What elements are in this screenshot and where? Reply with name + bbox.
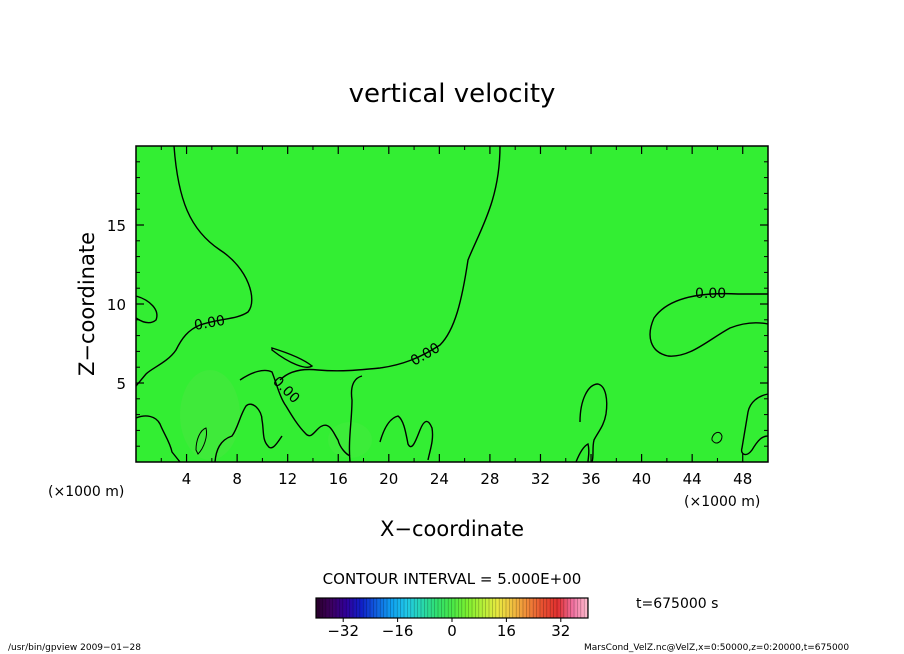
- x-tick-label: 4: [182, 470, 192, 488]
- contour-line: [579, 383, 608, 463]
- x-tick-label: 8: [232, 470, 242, 488]
- contour-line: [195, 427, 207, 455]
- x-unit-right: (×1000 m): [684, 494, 760, 510]
- x-tick-label: 20: [379, 470, 398, 488]
- footer-left: /usr/bin/gpview 2009−01−28: [8, 643, 141, 653]
- x-tick-label: 24: [430, 470, 449, 488]
- contour-line: [271, 347, 314, 368]
- contour-lines: [135, 145, 769, 463]
- x-tick-label: 36: [581, 470, 600, 488]
- y-axis-label: Z−coordinate: [75, 232, 99, 376]
- colorbar-tick-label: 16: [497, 622, 516, 640]
- footer-right: MarsCond_VelZ.nc@VelZ,x=0:50000,z=0:2000…: [584, 643, 849, 653]
- contour-line: [379, 415, 434, 461]
- contour-line: [279, 145, 501, 381]
- contour-line: [740, 393, 769, 456]
- contour-label: 0.00: [193, 313, 226, 334]
- x-axis-label: X−coordinate: [380, 517, 524, 541]
- contour-line: [135, 415, 181, 463]
- x-tick-label: 16: [329, 470, 348, 488]
- y-tick-label: 5: [116, 375, 126, 393]
- chart-title: vertical velocity: [349, 79, 556, 109]
- colorbar-tick-label: 0: [447, 622, 457, 640]
- x-tick-label: 12: [278, 470, 297, 488]
- y-tick-label: 10: [107, 296, 126, 314]
- contour-interval: CONTOUR INTERVAL = 5.000E+00: [323, 570, 582, 588]
- contour-line: [649, 292, 769, 357]
- x-tick-label: 28: [480, 470, 499, 488]
- contour-line: [575, 442, 590, 463]
- colorbar-fill: [316, 598, 588, 618]
- colorbar-gradient: [316, 598, 588, 618]
- contour-line: [135, 145, 253, 387]
- colorbar-ticks: −32 −16 0 16 32: [327, 618, 570, 640]
- contour-line: [239, 369, 351, 457]
- contour-line: [135, 295, 158, 324]
- colorbar-tick-label: −32: [327, 622, 359, 640]
- x-tick-label: 40: [632, 470, 651, 488]
- time-label: t=675000 s: [636, 596, 718, 612]
- y-tick-label: 15: [107, 217, 126, 235]
- y-axis: 5 10 15: [107, 145, 768, 463]
- colorbar-tick-label: 32: [551, 622, 570, 640]
- field-patch: [180, 370, 240, 460]
- x-axis: 4 8 12 16 20 24 28 32 36 40 44 48: [135, 146, 769, 488]
- contour-label: 0.00: [695, 286, 726, 302]
- contour-line: [214, 403, 283, 463]
- x-tick-label: 48: [733, 470, 752, 488]
- colorbar: −32 −16 0 16 32: [315, 597, 589, 640]
- x-tick-label: 32: [531, 470, 550, 488]
- x-tick-label: 44: [683, 470, 702, 488]
- plot-area: 0.00 0.00 0.00 0.00 4 8 12 16 20 24 28 32 36 40 44…: [107, 145, 769, 488]
- x-unit-left: (×1000 m): [48, 484, 124, 500]
- contour-line: [711, 431, 723, 444]
- colorbar-tick-label: −16: [382, 622, 414, 640]
- contour-line: [348, 375, 363, 463]
- field-fill: [136, 146, 768, 462]
